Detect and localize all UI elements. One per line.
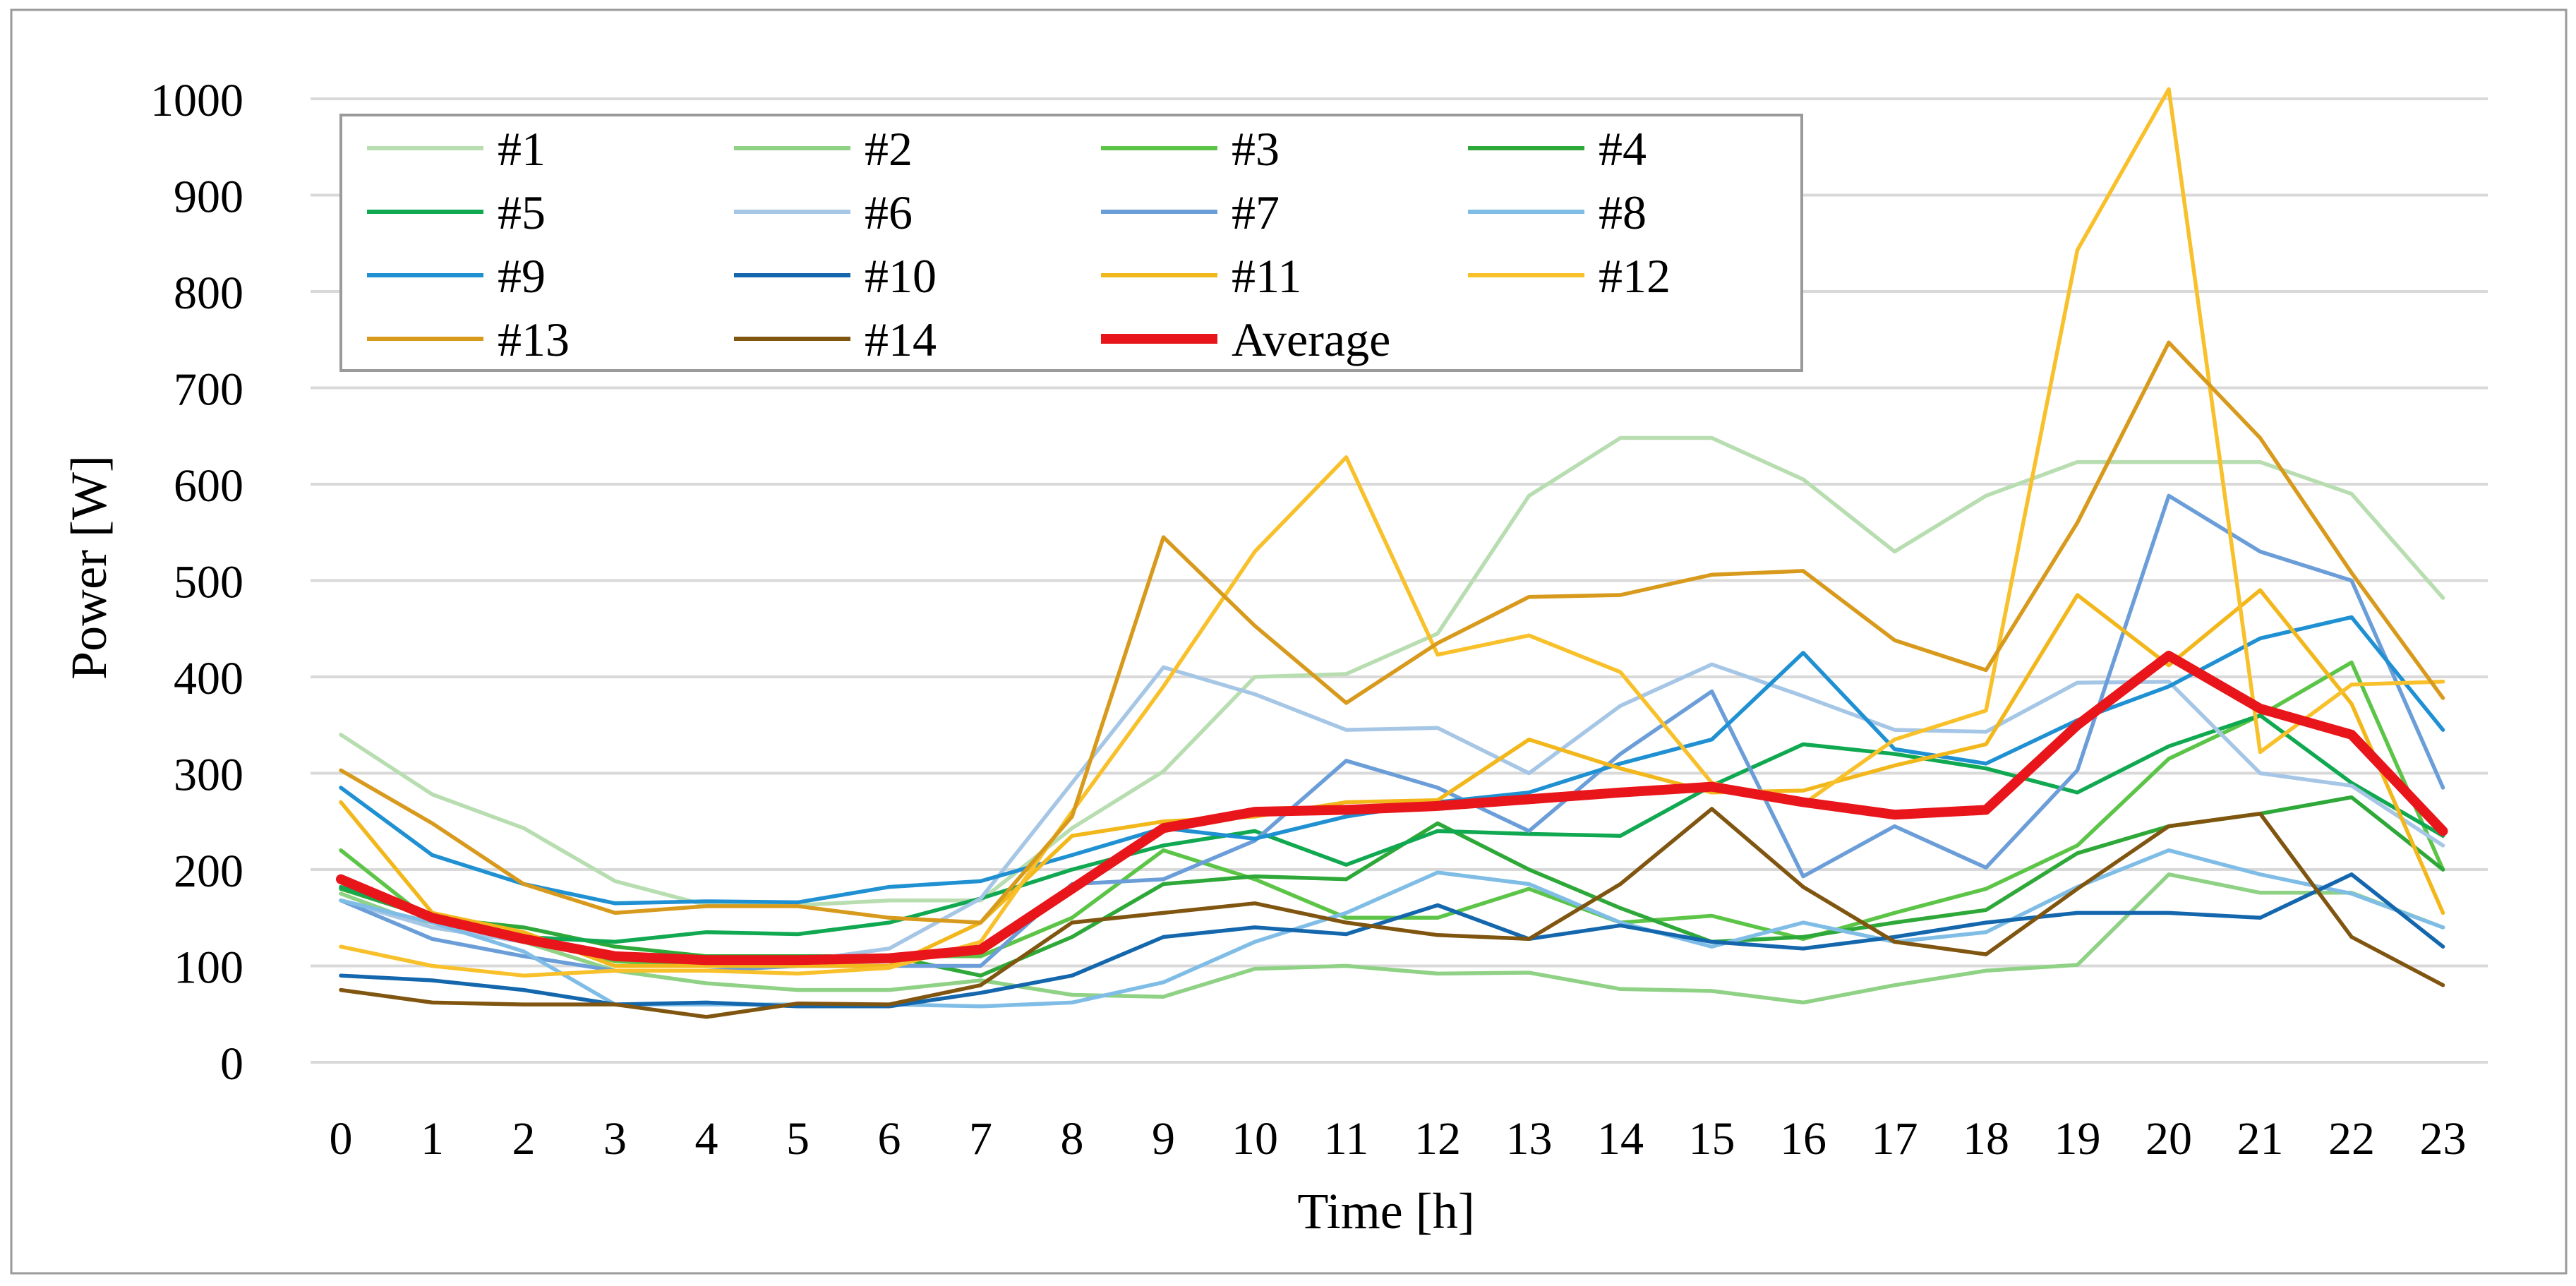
x-tick-label: 13: [1506, 1113, 1553, 1165]
x-tick-label: 0: [330, 1113, 353, 1165]
x-tick-label: 3: [603, 1113, 627, 1165]
legend-label: #2: [865, 122, 913, 176]
series-line-n5: [339, 713, 2445, 944]
legend-label: #12: [1599, 249, 1671, 303]
x-tick-label: 4: [695, 1113, 718, 1165]
legend-box: [339, 114, 1803, 372]
x-tick-label: 19: [2054, 1113, 2101, 1165]
x-axis-title: Time [h]: [1297, 1183, 1474, 1239]
y-tick-label: 400: [174, 653, 243, 704]
x-tick-label: 20: [2145, 1113, 2192, 1165]
y-tick-label: 1000: [150, 75, 243, 126]
series-line-n13: [339, 340, 2445, 925]
x-tick-label: 14: [1597, 1113, 1644, 1165]
x-tick-label: 10: [1232, 1113, 1278, 1165]
x-tick-label: 16: [1780, 1113, 1826, 1165]
x-tick-label: 18: [1963, 1113, 2009, 1165]
y-tick-label: 0: [220, 1038, 243, 1090]
y-tick-label: 100: [174, 942, 243, 994]
x-tick-label: 22: [2328, 1113, 2375, 1165]
legend-label: #5: [498, 186, 546, 239]
y-tick-label: 900: [174, 172, 243, 223]
legend-label: #7: [1232, 186, 1280, 239]
legend-label: #9: [498, 249, 546, 303]
x-tick-label: 12: [1414, 1113, 1461, 1165]
y-tick-label: 300: [174, 750, 243, 801]
series-line-n14: [339, 807, 2445, 1019]
legend-label: #10: [865, 249, 937, 303]
legend-label: #14: [865, 313, 937, 366]
y-tick-label: 600: [174, 460, 243, 512]
legend-label: #1: [498, 122, 546, 176]
y-tick-label: 500: [174, 557, 243, 608]
series-line-n10: [339, 872, 2445, 1009]
x-tick-label: 8: [1061, 1113, 1084, 1165]
x-tick-label: 5: [786, 1113, 809, 1165]
legend-label: #8: [1599, 186, 1647, 239]
x-tick-label: 23: [2420, 1113, 2467, 1165]
x-tick-label: 9: [1152, 1113, 1175, 1165]
y-tick-label: 800: [174, 268, 243, 319]
legend-label: #13: [498, 313, 570, 366]
y-tick-label: 200: [174, 846, 243, 897]
series-line-n2: [339, 872, 2445, 1005]
x-tick-label: 1: [421, 1113, 444, 1165]
x-tick-label: 7: [969, 1113, 992, 1165]
x-tick-label: 11: [1324, 1113, 1369, 1165]
x-tick-label: 2: [512, 1113, 536, 1165]
x-tick-label: 15: [1689, 1113, 1735, 1165]
legend-label: #3: [1232, 122, 1280, 176]
x-tick-label: 6: [878, 1113, 901, 1165]
y-tick-label: 700: [174, 364, 243, 416]
x-tick-label: 17: [1872, 1113, 1918, 1165]
legend-label: #11: [1232, 249, 1301, 303]
y-axis-title: Power [W]: [61, 455, 117, 680]
series-line-average: [336, 651, 2448, 966]
series-line-n11: [339, 588, 2445, 968]
series-line-n12: [339, 87, 2445, 978]
legend-label: #4: [1599, 122, 1647, 176]
x-tick-label: 21: [2237, 1113, 2284, 1165]
legend-label: Average: [1232, 313, 1390, 366]
legend-label: #6: [865, 186, 913, 239]
